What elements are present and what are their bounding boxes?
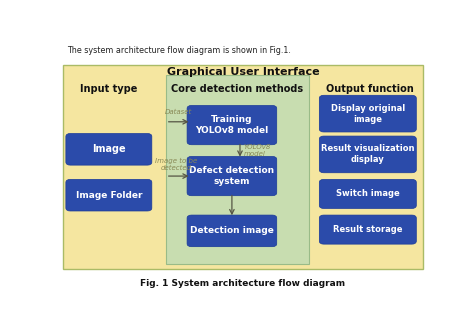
FancyBboxPatch shape (66, 179, 152, 211)
Text: Defect detection
system: Defect detection system (189, 166, 274, 186)
Text: Switch image: Switch image (336, 189, 400, 198)
FancyBboxPatch shape (319, 179, 416, 209)
Text: Training
YOLOv8 model: Training YOLOv8 model (195, 115, 269, 135)
FancyBboxPatch shape (66, 133, 152, 165)
Text: Image: Image (92, 144, 126, 154)
Text: Detection image: Detection image (190, 226, 274, 235)
FancyBboxPatch shape (187, 106, 277, 145)
Text: Fig. 1 System architecture flow diagram: Fig. 1 System architecture flow diagram (140, 279, 346, 288)
Text: Image Folder: Image Folder (75, 191, 142, 200)
Text: Image to be
detected: Image to be detected (155, 158, 197, 171)
Text: The system architecture flow diagram is shown in Fig.1.: The system architecture flow diagram is … (66, 46, 291, 55)
FancyBboxPatch shape (319, 215, 416, 244)
FancyBboxPatch shape (187, 157, 277, 196)
FancyBboxPatch shape (187, 215, 277, 247)
Text: Core detection methods: Core detection methods (172, 84, 303, 94)
Text: Output function: Output function (326, 84, 413, 94)
Text: Dataset: Dataset (165, 110, 192, 116)
Text: Result storage: Result storage (333, 225, 402, 234)
FancyBboxPatch shape (63, 65, 423, 269)
Text: Input type: Input type (80, 84, 137, 94)
Text: Graphical User Interface: Graphical User Interface (167, 67, 319, 76)
FancyBboxPatch shape (319, 95, 416, 132)
Text: Result visualization
display: Result visualization display (321, 144, 415, 165)
FancyBboxPatch shape (319, 136, 416, 173)
Text: Display original
image: Display original image (331, 104, 405, 124)
Text: YOLOv8
model: YOLOv8 model (244, 144, 271, 157)
FancyBboxPatch shape (166, 75, 309, 264)
